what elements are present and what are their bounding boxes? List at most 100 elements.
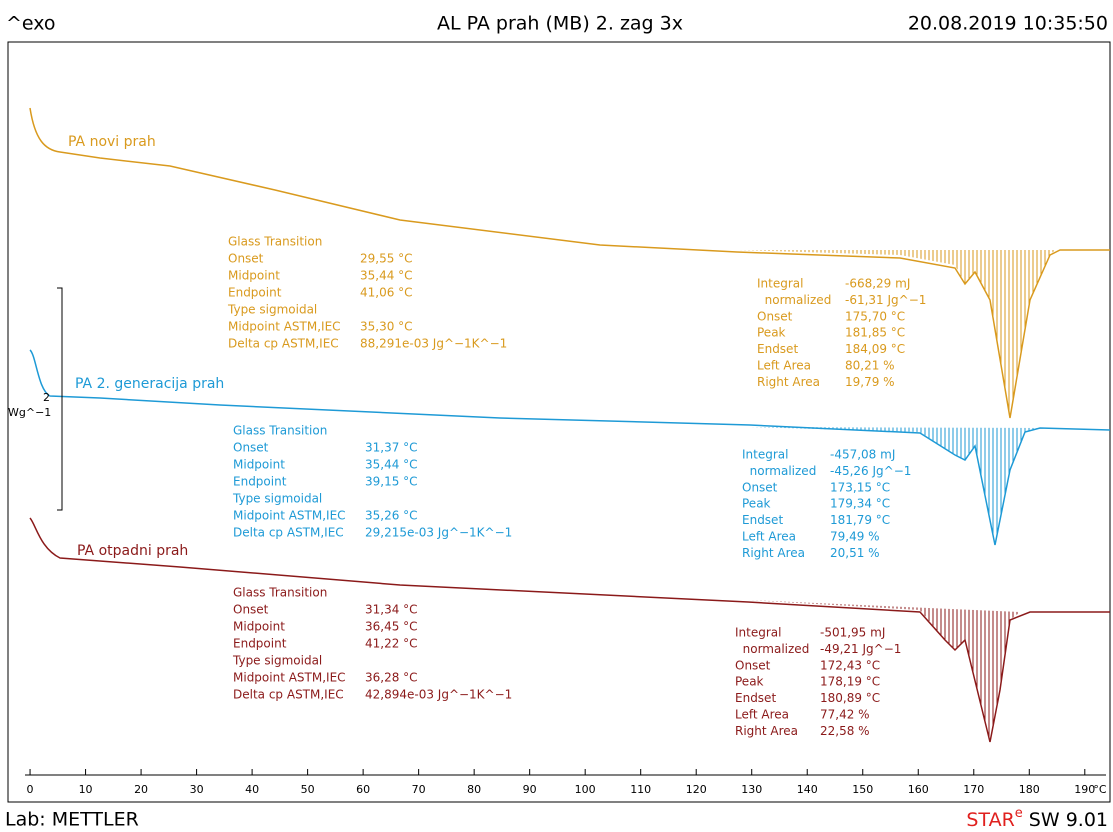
curve [29,107,1110,419]
curve [29,517,1110,743]
integral-text: 20,51 % [830,546,880,560]
scale-value: 2 [43,391,50,404]
integral-text: -501,95 mJ [820,626,885,640]
integral-text: Endset [742,513,783,527]
integral-text: 22,58 % [820,724,870,738]
x-tick-label: 110 [630,783,651,796]
integral-text: 184,09 °C [845,342,905,356]
glass-text: 42,894e-03 Jg^−1K^−1 [365,688,512,702]
integral-text: 180,89 °C [820,691,880,705]
integral-text: Left Area [757,359,811,373]
x-tick-label: 190 [1074,783,1095,796]
glass-text: Midpoint ASTM,IEC [233,671,346,685]
glass-text: Type sigmoidal [232,492,322,506]
series-label: PA otpadni prah [77,543,188,559]
software-star: STAR [966,809,1014,831]
integral-text: 181,85 °C [845,326,905,340]
x-tick-label: 80 [467,783,481,796]
integral-text: 173,15 °C [830,480,890,494]
software-version: SW 9.01 [1023,809,1108,831]
series-label: PA novi prah [68,134,156,150]
x-tick-label: 180 [1019,783,1040,796]
integral-area [748,600,1020,742]
integral-text: 179,34 °C [830,497,890,511]
integral-text: Onset [757,309,793,323]
glass-text: Delta cp ASTM,IEC [228,337,339,351]
x-tick-label: 170 [963,783,984,796]
scale-unit: Wg^−1 [8,406,51,419]
glass-text: Midpoint ASTM,IEC [233,509,346,523]
scale-bar [57,287,63,511]
series-label: PA 2. generacija prah [75,376,224,392]
integral-text: normalized [735,642,809,656]
integral-text: Right Area [735,724,798,738]
header-right: 20.08.2019 10:35:50 [908,13,1108,35]
glass-text: 35,30 °C [360,320,413,334]
glass-text: 31,34 °C [365,603,418,617]
integral-text: -668,29 mJ [845,277,910,291]
x-tick-label: 10 [79,783,93,796]
x-tick-label: 20 [134,783,148,796]
chart-title: AL PA prah (MB) 2. zag 3x [437,13,683,35]
integral-text: -61,31 Jg^−1 [845,293,926,307]
integral-text: Onset [742,480,778,494]
glass-text: Type sigmoidal [227,303,317,317]
glass-text: 35,44 °C [360,269,413,283]
integral-text: normalized [742,464,816,478]
x-tick-label: 100 [575,783,596,796]
integral-text: Peak [742,497,771,511]
glass-text: 36,28 °C [365,671,418,685]
integral-text: Right Area [742,546,805,560]
glass-text: Midpoint [233,620,285,634]
integral-text: normalized [757,293,831,307]
integral-text: 175,70 °C [845,309,905,323]
glass-text: Glass Transition [233,586,327,600]
glass-text: 29,215e-03 Jg^−1K^−1 [365,526,512,540]
glass-text: Midpoint ASTM,IEC [228,320,341,334]
glass-text: 35,26 °C [365,509,418,523]
integral-text: -457,08 mJ [830,448,895,462]
glass-text: 31,37 °C [365,441,418,455]
glass-text: Glass Transition [233,424,327,438]
x-tick-label: 150 [852,783,873,796]
x-unit: °C [1093,783,1107,796]
x-tick-label: 130 [741,783,762,796]
x-tick-label: 90 [523,783,537,796]
x-tick-label: 160 [908,783,929,796]
glass-text: Midpoint [228,269,280,283]
glass-text: 39,15 °C [365,475,418,489]
integral-text: Integral [735,626,781,640]
glass-text: Endpoint [233,475,287,489]
integral-text: Peak [757,326,786,340]
glass-text: Onset [233,603,269,617]
glass-text: 35,44 °C [365,458,418,472]
x-tick-label: 70 [412,783,426,796]
integral-text: Left Area [735,708,789,722]
header-left: ^exo [6,13,56,35]
x-tick-label: 140 [797,783,818,796]
integral-text: 79,49 % [830,530,880,544]
integral-text: 80,21 % [845,359,895,373]
integral-text: Integral [742,448,788,462]
glass-text: Endpoint [228,286,282,300]
integral-text: 172,43 °C [820,658,880,672]
glass-text: Onset [233,441,269,455]
glass-text: 88,291e-03 Jg^−1K^−1 [360,337,507,351]
glass-text: 41,22 °C [365,637,418,651]
integral-text: Right Area [757,375,820,389]
integral-text: Onset [735,658,771,672]
glass-text: 41,06 °C [360,286,413,300]
integral-text: Endset [735,691,776,705]
footer-software: STARe SW 9.01 [966,806,1108,831]
glass-text: 29,55 °C [360,252,413,266]
integral-text: Left Area [742,530,796,544]
curve [29,349,1111,546]
integral-text: -45,26 Jg^−1 [830,464,911,478]
glass-text: Onset [228,252,264,266]
integral-text: 178,19 °C [820,675,880,689]
x-tick-label: 50 [301,783,315,796]
integral-text: 77,42 % [820,708,870,722]
glass-text: Endpoint [233,637,287,651]
